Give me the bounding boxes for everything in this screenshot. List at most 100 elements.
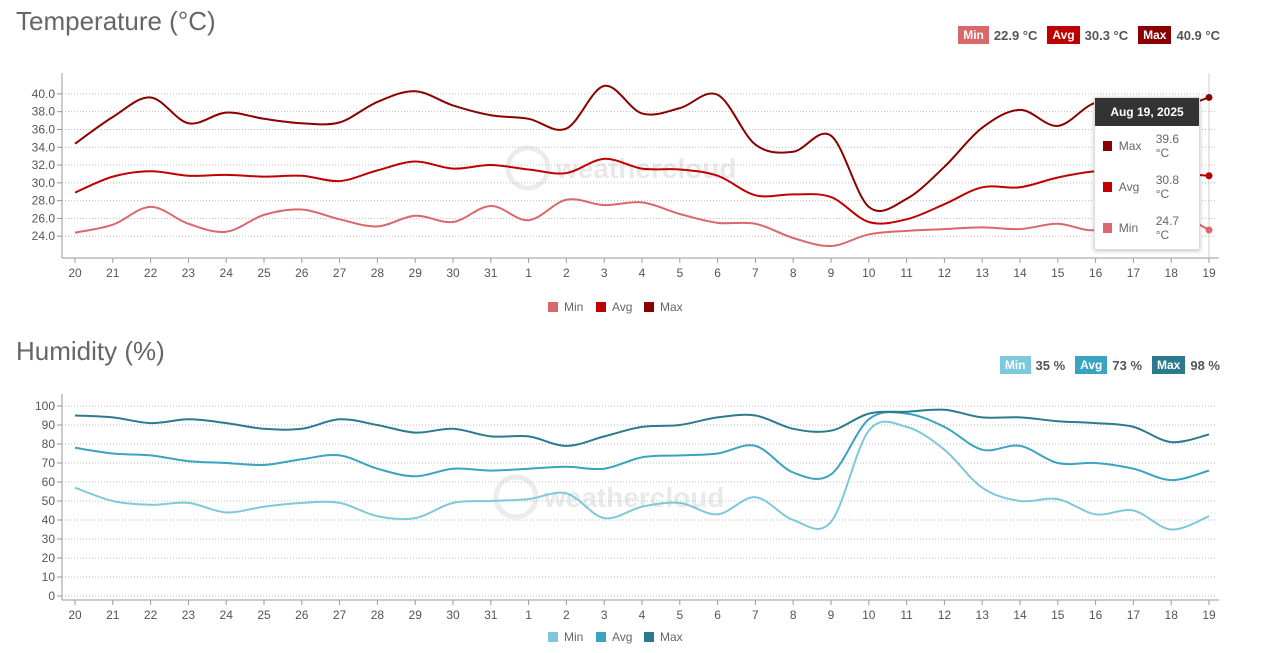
x-tick-label: 20 (68, 608, 82, 622)
stat-avg-value: 73 % (1112, 357, 1143, 373)
series-line-avg (74, 157, 1210, 225)
stat-max-value: 98 % (1190, 357, 1220, 373)
x-tick-label: 18 (1165, 608, 1179, 622)
series-line-min (74, 198, 1210, 247)
x-tick-label: 22 (144, 266, 158, 280)
legend-label-min: Min (564, 300, 583, 314)
x-tick-label: 26 (295, 608, 309, 622)
x-tick-label: 28 (371, 266, 385, 280)
x-tick-label: 12 (938, 608, 952, 622)
x-tick-label: 3 (601, 266, 608, 280)
temperature-chart[interactable]: weathercloud 24.0 26.0 28.0 30.0 32.0 34.0 36.0… (0, 0, 1276, 325)
y-tick-label: 24.0 (32, 229, 56, 243)
x-tick-label: 10 (862, 608, 876, 622)
x-tick-label: 21 (106, 608, 120, 622)
tooltip-label-min: Min (1118, 221, 1139, 235)
y-tick-label: 50 (42, 494, 56, 508)
tooltip-value-min: 24.7 °C (1155, 214, 1180, 242)
x-tick-label: 16 (1089, 608, 1103, 622)
legend-swatch-min (548, 632, 558, 642)
x-tick-label: 8 (790, 608, 797, 622)
x-tick-label: 15 (1051, 266, 1065, 280)
x-tick-label: 23 (182, 266, 196, 280)
x-tick-label: 19 (1202, 266, 1216, 280)
humidity-stat-max: Max 98 % (1152, 356, 1220, 374)
tooltip-row-avg: Avg 30.8 °C (1095, 167, 1199, 208)
series-line-max (74, 408, 1210, 447)
x-tick-label: 26 (295, 266, 309, 280)
temperature-stat-min: Min 22.9 °C (958, 26, 1037, 44)
x-tick-label: 10 (862, 266, 876, 280)
x-tick-label: 6 (714, 266, 721, 280)
temperature-stat-max: Max 40.9 °C (1138, 26, 1220, 44)
legend-label-max: Max (660, 630, 683, 644)
x-tick-label: 12 (938, 266, 952, 280)
x-tick-label: 15 (1051, 608, 1065, 622)
legend-label-avg: Avg (612, 300, 632, 314)
tooltip-swatch-avg (1103, 182, 1112, 192)
x-tick-label: 28 (371, 608, 385, 622)
tooltip-value-avg: 30.8 °C (1155, 173, 1180, 201)
humidity-stat-min: Min 35 % (999, 356, 1066, 374)
legend-swatch-avg (596, 302, 606, 312)
humidity-stats: Min 35 % Avg 73 % Max 98 % (999, 356, 1220, 374)
x-tick-label: 31 (484, 608, 498, 622)
legend-label-max: Max (660, 300, 683, 314)
x-tick-label: 11 (900, 608, 913, 622)
temperature-panel: Temperature (°C) Min 22.9 °C Avg 30.3 °C… (0, 0, 1276, 325)
y-tick-label: 0 (48, 589, 55, 603)
y-tick-label: 40.0 (32, 87, 56, 101)
stat-avg-value: 30.3 °C (1084, 27, 1129, 43)
y-tick-label: 30 (42, 532, 56, 546)
x-tick-label: 19 (1202, 608, 1216, 622)
x-tick-label: 9 (828, 608, 835, 622)
weathercloud-watermark: weathercloud (505, 145, 736, 191)
x-tick-label: 5 (676, 266, 683, 280)
stat-min-value: 35 % (1035, 357, 1066, 373)
x-tick-label: 1 (525, 266, 532, 280)
x-tick-label: 16 (1089, 266, 1103, 280)
legend-swatch-min (548, 302, 558, 312)
x-tick-label: 9 (828, 266, 835, 280)
y-tick-label: 10 (42, 570, 56, 584)
x-tick-label: 21 (106, 266, 120, 280)
series-line-avg (74, 411, 1210, 482)
x-tick-label: 11 (900, 266, 913, 280)
legend-label-min: Min (564, 630, 583, 644)
stat-min-value: 22.9 °C (993, 27, 1038, 43)
x-tick-label: 17 (1127, 608, 1141, 622)
y-tick-label: 80 (42, 437, 56, 451)
x-tick-label: 4 (639, 266, 646, 280)
tooltip-label-max: Max (1118, 139, 1142, 153)
hover-point-max (1205, 93, 1213, 101)
x-tick-label: 8 (790, 266, 797, 280)
temperature-tooltip: Aug 19, 2025 Max 39.6 °C Avg 30.8 °C Min… (1094, 97, 1200, 250)
tooltip-swatch-min (1103, 223, 1112, 233)
legend-swatch-max (644, 302, 654, 312)
x-tick-label: 14 (1013, 608, 1027, 622)
y-tick-label: 38.0 (32, 105, 56, 119)
y-tick-label: 34.0 (32, 140, 56, 154)
x-tick-label: 25 (257, 608, 271, 622)
cloud-icon (505, 145, 551, 191)
weathercloud-watermark: weathercloud (493, 474, 724, 520)
x-tick-label: 4 (639, 608, 646, 622)
x-tick-label: 24 (220, 608, 234, 622)
legend-swatch-max (644, 632, 654, 642)
x-tick-label: 29 (409, 608, 423, 622)
temperature-title: Temperature (°C) (16, 6, 216, 36)
x-tick-label: 29 (409, 266, 423, 280)
y-tick-label: 36.0 (32, 122, 56, 136)
series-line-max (74, 84, 1210, 212)
x-tick-label: 3 (601, 608, 608, 622)
stat-max-value: 40.9 °C (1176, 27, 1220, 43)
y-tick-label: 26.0 (32, 211, 56, 225)
stat-max-badge: Max (1152, 356, 1186, 374)
series-line-min (74, 420, 1210, 531)
chart-legend: Min Avg Max (548, 630, 683, 644)
stat-max-badge: Max (1138, 26, 1172, 44)
hover-point-min (1205, 226, 1213, 234)
x-tick-label: 13 (976, 266, 990, 280)
legend-label-avg: Avg (612, 630, 632, 644)
